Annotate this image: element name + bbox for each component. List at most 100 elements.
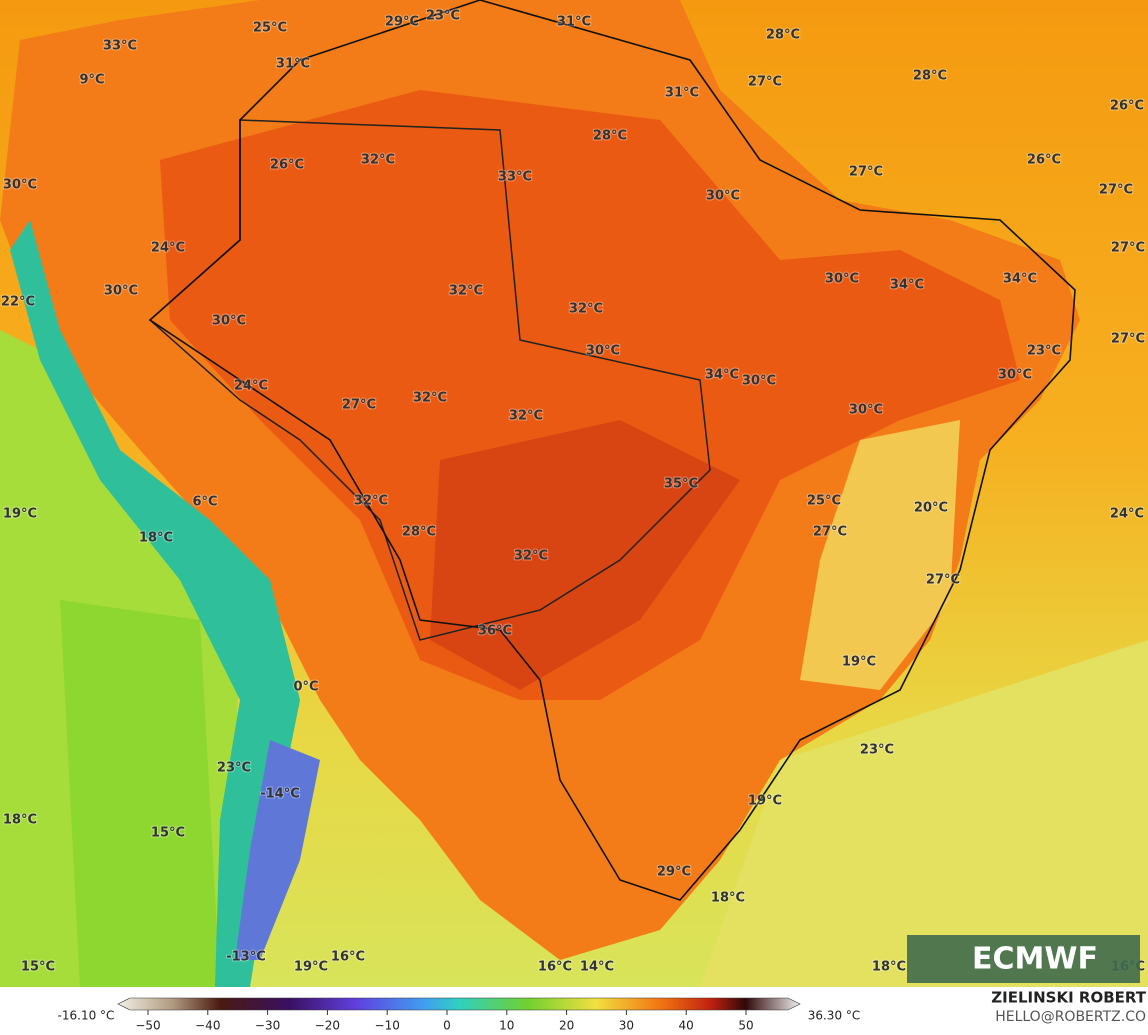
temperature-label: 30°C: [742, 374, 776, 389]
colorbar-ticks: −50 −40 −30 −20 −10 0 10 20 30 40 50: [135, 1010, 754, 1033]
temperature-label: 28°C: [402, 525, 436, 540]
colorbar: [117, 997, 801, 1011]
temperature-label: 32°C: [361, 153, 395, 168]
temperature-label: 31°C: [665, 86, 699, 101]
temperature-label: 15°C: [21, 960, 55, 975]
temperature-label: 30°C: [586, 344, 620, 359]
temperature-label: 30°C: [104, 284, 138, 299]
temperature-label: 20°C: [914, 501, 948, 516]
temperature-label: 34°C: [705, 368, 739, 383]
temperature-label: 23°C: [1027, 344, 1061, 359]
colorbar-tick-label: −30: [255, 1019, 280, 1033]
temperature-labels: 25°C 29°C 23°C 31°C 28°C 33°C 31°C 9°C 27°C 28°C 3…: [0, 8, 1146, 976]
temperature-label: 30°C: [998, 368, 1032, 383]
temperature-label: 18°C: [139, 531, 173, 546]
temperature-label: 24°C: [234, 379, 268, 394]
temperature-label: 30°C: [825, 272, 859, 287]
temperature-label: 30°C: [849, 403, 883, 418]
temperature-label: 9°C: [79, 73, 104, 88]
temperature-label: 19°C: [842, 655, 876, 670]
temperature-label: 32°C: [569, 302, 603, 317]
temperature-label: 22°C: [1, 295, 35, 310]
colorbar-max: 36.30 °C: [808, 1009, 861, 1023]
temperature-label: 32°C: [509, 409, 543, 424]
temperature-label: 27°C: [1111, 241, 1145, 256]
colorbar-tick-label: −10: [375, 1019, 400, 1033]
pacific-cooler-area: [60, 600, 220, 987]
temperature-label: 30°C: [212, 314, 246, 329]
temperature-label: 27°C: [342, 398, 376, 413]
temperature-label: 16°C: [331, 950, 365, 965]
temperature-label: 24°C: [1110, 507, 1144, 522]
temperature-label: 24°C: [151, 241, 185, 256]
colorbar-tick-label: −40: [195, 1019, 220, 1033]
credit-name: ZIELINSKI ROBERT: [991, 989, 1146, 1007]
temperature-label: 15°C: [151, 826, 185, 841]
andes-coldest: [235, 740, 320, 960]
colorbar-tick-label: 10: [499, 1019, 514, 1033]
temperature-label: 31°C: [276, 57, 310, 72]
temperature-label: 29°C: [657, 865, 691, 880]
temperature-label: 18°C: [711, 891, 745, 906]
temperature-label: 23°C: [426, 9, 460, 24]
colorbar-tick-label: 40: [679, 1019, 694, 1033]
temperature-label: 6°C: [192, 495, 217, 510]
temperature-label: 32°C: [449, 284, 483, 299]
colorbar-tick-label: 0: [443, 1019, 451, 1033]
temperature-label: 27°C: [1111, 332, 1145, 347]
temperature-label: 30°C: [706, 189, 740, 204]
temperature-label: 27°C: [849, 165, 883, 180]
temperature-label: 26°C: [270, 158, 304, 173]
temperature-label: 18°C: [872, 960, 906, 975]
logo-box: [907, 935, 1140, 983]
temperature-label: 34°C: [1003, 272, 1037, 287]
highland-mild: [800, 420, 960, 690]
temperature-label: 19°C: [294, 960, 328, 975]
atlantic-south-area: [700, 640, 1148, 987]
temperature-label: 31°C: [557, 15, 591, 30]
temperature-label: 27°C: [748, 75, 782, 90]
colorbar-tick-label: −20: [315, 1019, 340, 1033]
temperature-label: 14°C: [580, 960, 614, 975]
logo: ECMWF: [972, 942, 1098, 977]
temperature-label: 16°C: [538, 960, 572, 975]
temperature-label: 18°C: [3, 813, 37, 828]
temperature-label: 27°C: [813, 525, 847, 540]
temperature-label: 23°C: [217, 761, 251, 776]
country-border: [148, 119, 711, 641]
footer: [0, 987, 1148, 1035]
temperature-label: 32°C: [354, 494, 388, 509]
temperature-label: 35°C: [664, 477, 698, 492]
brazil-border: [148, 0, 1076, 901]
temperature-label: 19°C: [748, 794, 782, 809]
temperature-label: 26°C: [1110, 99, 1144, 114]
temperature-label: 26°C: [1027, 153, 1061, 168]
colorbar-min: -16.10 °C: [58, 1009, 115, 1023]
andes-cold: [10, 220, 300, 987]
temperature-label: 27°C: [926, 573, 960, 588]
colorbar-tick-label: 50: [738, 1019, 753, 1033]
colorbar-tick-label: 30: [619, 1019, 634, 1033]
temperature-label: 27°C: [1099, 183, 1133, 198]
temperature-label: 28°C: [913, 69, 947, 84]
temperature-label: 28°C: [593, 129, 627, 144]
temperature-label: 33°C: [498, 170, 532, 185]
temperature-label: 25°C: [807, 494, 841, 509]
temperature-label: 0°C: [293, 680, 318, 695]
temperature-label: 32°C: [514, 549, 548, 564]
temperature-label: 25°C: [253, 21, 287, 36]
temperature-label: 30°C: [3, 178, 37, 193]
temperature-label: 33°C: [103, 39, 137, 54]
credit-email: HELLO@ROBERTZ.CO: [995, 1009, 1146, 1025]
land-hot: [160, 90, 1020, 700]
temperature-label: 36°C: [478, 624, 512, 639]
temperature-label: 28°C: [766, 28, 800, 43]
land-hottest: [430, 420, 740, 690]
temperature-label: -14°C: [260, 787, 300, 802]
colorbar-tick-label: −50: [135, 1019, 160, 1033]
colorbar-tick-label: 20: [559, 1019, 574, 1033]
temperature-label: -13°C: [226, 950, 266, 965]
temperature-label: 32°C: [413, 391, 447, 406]
temperature-label: 34°C: [890, 278, 924, 293]
